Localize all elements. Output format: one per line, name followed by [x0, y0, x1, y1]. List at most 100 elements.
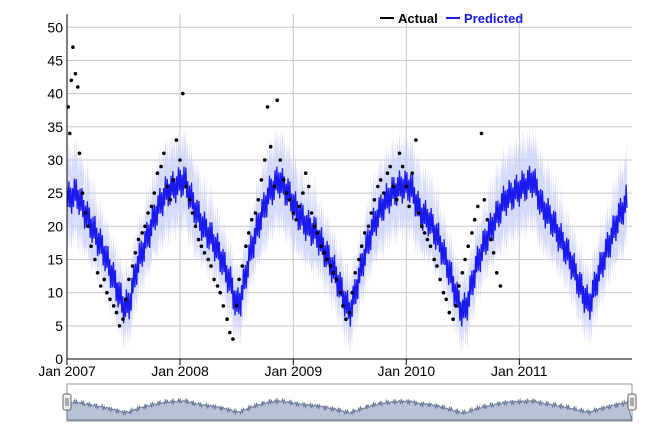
- legend-actual-label: Actual: [398, 11, 438, 26]
- actual-point: [265, 105, 270, 109]
- y-tick-label: 25: [47, 185, 63, 201]
- actual-point: [168, 198, 173, 202]
- actual-point: [111, 304, 116, 308]
- actual-point: [178, 158, 182, 162]
- actual-point: [489, 237, 493, 242]
- y-tick-label: 50: [47, 19, 63, 35]
- actual-point: [281, 178, 286, 182]
- actual-point: [309, 211, 314, 215]
- actual-point: [472, 217, 477, 222]
- actual-point: [287, 198, 292, 202]
- actual-point: [102, 277, 106, 282]
- navigator-series-area: [66, 397, 633, 421]
- actual-point: [366, 224, 371, 229]
- actual-point: [149, 204, 154, 209]
- actual-point: [394, 198, 399, 202]
- x-tick-label: Jan 2009: [265, 363, 323, 379]
- actual-point: [454, 304, 458, 308]
- handle-grip[interactable]: [627, 393, 637, 411]
- predicted-interval-band: [67, 126, 627, 357]
- actual-point: [234, 304, 239, 308]
- actual-point: [196, 237, 201, 242]
- actual-point: [485, 217, 490, 222]
- actual-point: [441, 290, 446, 295]
- actual-point: [307, 184, 311, 189]
- actual-point: [231, 337, 235, 341]
- actual-point: [114, 310, 119, 315]
- actual-point: [432, 257, 437, 262]
- actual-point: [275, 98, 280, 103]
- legend: Actual Predicted: [380, 11, 523, 26]
- y-tick-label: 30: [47, 152, 63, 168]
- actual-series: [66, 45, 503, 341]
- actual-point: [435, 264, 439, 268]
- actual-point: [303, 171, 308, 175]
- actual-point: [498, 284, 503, 288]
- actual-point: [130, 264, 135, 268]
- actual-point: [407, 204, 411, 209]
- navigator-right-handle[interactable]: [627, 393, 637, 411]
- actual-point: [428, 244, 433, 248]
- actual-point: [494, 271, 499, 275]
- actual-point: [80, 191, 85, 195]
- actual-point: [171, 178, 175, 182]
- actual-point: [77, 151, 82, 156]
- actual-point: [199, 244, 204, 248]
- x-tick-label: Jan 2010: [378, 363, 436, 379]
- actual-point: [246, 231, 251, 235]
- actual-point: [202, 251, 207, 255]
- actual-point: [159, 164, 163, 169]
- actual-point: [146, 211, 150, 215]
- actual-point: [325, 257, 329, 262]
- x-tick-label: Jan 2008: [151, 363, 209, 379]
- actual-point: [476, 204, 480, 209]
- actual-point: [250, 217, 254, 222]
- actual-point: [225, 317, 229, 322]
- actual-point: [482, 198, 487, 202]
- actual-point: [162, 151, 166, 156]
- y-tick-label: 40: [47, 86, 63, 102]
- y-tick-label: 20: [47, 218, 63, 234]
- actual-point: [447, 310, 452, 315]
- range-navigator[interactable]: [62, 383, 637, 422]
- y-tick-label: 10: [47, 285, 63, 301]
- actual-point: [341, 304, 345, 308]
- actual-point: [155, 171, 160, 175]
- actual-point: [297, 204, 302, 209]
- actual-point: [378, 178, 383, 182]
- axes: 0 5 10 15 20 25 30 35 40 45 50 Jan 2007 Jan 2008 Jan …: [38, 14, 632, 379]
- actual-point: [181, 91, 185, 96]
- actual-point: [152, 191, 157, 195]
- actual-point: [244, 244, 248, 248]
- actual-point: [301, 191, 305, 195]
- y-tick-label: 45: [47, 52, 63, 68]
- actual-point: [127, 277, 131, 282]
- x-tick-label: Jan 2011: [491, 363, 548, 379]
- actual-point: [133, 251, 138, 255]
- actual-point: [438, 277, 442, 282]
- actual-point: [363, 231, 367, 235]
- actual-point: [416, 211, 421, 215]
- actual-point: [376, 184, 380, 189]
- actual-point: [190, 211, 195, 215]
- y-tick-label: 15: [47, 251, 63, 267]
- actual-point: [165, 184, 169, 189]
- actual-point: [353, 271, 358, 275]
- handle-grip[interactable]: [62, 393, 72, 411]
- navigator-left-handle[interactable]: [62, 393, 72, 411]
- predicted-line: [66, 165, 628, 327]
- actual-point: [357, 257, 361, 262]
- actual-point: [89, 244, 93, 248]
- actual-point: [69, 78, 74, 83]
- actual-point: [218, 290, 222, 295]
- actual-point: [451, 317, 455, 322]
- actual-point: [86, 224, 90, 229]
- actual-point: [278, 158, 283, 162]
- actual-point: [444, 297, 449, 302]
- actual-point: [284, 191, 289, 195]
- actual-point: [117, 324, 122, 328]
- actual-point: [294, 217, 298, 222]
- actual-point: [457, 284, 461, 288]
- actual-point: [73, 71, 78, 76]
